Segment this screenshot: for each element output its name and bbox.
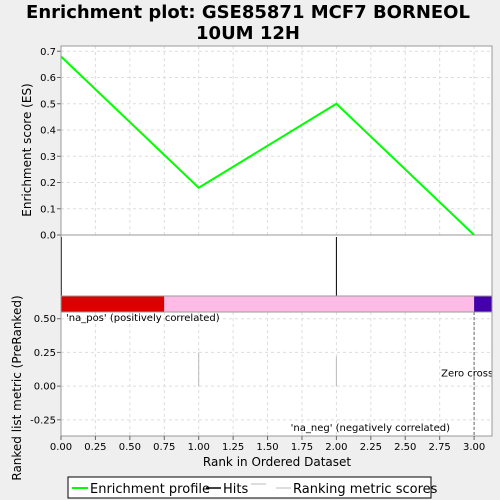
- x-tick-label: 3.00: [463, 442, 485, 453]
- chart-title-line-1: Enrichment plot: GSE85871 MCF7 BORNEOL: [26, 2, 470, 23]
- top-y-tick-label: 0.2: [40, 178, 56, 189]
- bottom-y-tick-label: -0.25: [30, 415, 56, 426]
- rank-color-bar: [61, 296, 492, 312]
- x-tick-label: 2.75: [429, 442, 451, 453]
- positive-correlation-label: 'na_pos' (positively correlated): [66, 313, 220, 324]
- x-tick-label: 0.25: [84, 442, 106, 453]
- top-panel-y-ticks: 0.0 0.1 0.2 0.3 0.4 0.5 0.6 0.7: [40, 47, 61, 242]
- top-panel-y-axis-title: Enrichment score (ES): [20, 83, 34, 216]
- x-axis-title: Rank in Ordered Dataset: [203, 455, 351, 469]
- top-y-tick-label: 0.5: [40, 99, 56, 110]
- top-y-tick-label: 0.6: [40, 73, 56, 84]
- x-tick-label: 1.00: [188, 442, 210, 453]
- x-tick-label: 2.00: [325, 442, 347, 453]
- top-y-tick-label: 0.0: [40, 231, 56, 242]
- x-tick-label: 0.00: [50, 442, 72, 453]
- top-y-tick-label: 0.3: [40, 152, 56, 163]
- chart-title-line-2: 10UM 12H: [196, 23, 300, 44]
- hits-plot-area: [61, 235, 492, 296]
- legend-label-enrichment-profile: Enrichment profile: [90, 482, 210, 497]
- color-bar-pink-segment: [164, 296, 474, 312]
- bottom-plot-area: [61, 312, 492, 436]
- color-bar-red-segment: [61, 296, 164, 312]
- negative-correlation-label: 'na_neg' (negatively correlated): [291, 423, 450, 434]
- top-y-tick-label: 0.7: [40, 47, 56, 58]
- bottom-panel-y-ticks: 0.50 0.25 0.00 -0.25: [30, 314, 61, 426]
- x-axis-ticks: 0.00 0.25 0.50 0.75 1.00 1.25 1.50 1.75 2.00 2.25…: [50, 436, 485, 453]
- legend-label-hits: Hits: [223, 482, 248, 497]
- x-tick-label: 0.75: [153, 442, 175, 453]
- bottom-y-tick-label: 0.25: [34, 348, 56, 359]
- bottom-y-tick-label: 0.00: [34, 382, 56, 393]
- x-tick-label: 2.50: [394, 442, 416, 453]
- bottom-y-tick-label: 0.50: [34, 314, 56, 325]
- top-y-tick-label: 0.1: [40, 204, 56, 215]
- bottom-panel-y-axis-title: Ranked list metric (PreRanked): [10, 295, 24, 480]
- x-tick-label: 0.50: [119, 442, 141, 453]
- x-tick-label: 1.75: [291, 442, 313, 453]
- x-tick-label: 1.25: [222, 442, 244, 453]
- x-tick-label: 2.25: [360, 442, 382, 453]
- top-y-tick-label: 0.4: [40, 126, 56, 137]
- color-bar-blue-segment: [474, 296, 492, 312]
- legend-label-ranking-metric-scores: Ranking metric scores: [293, 482, 438, 497]
- zero-cross-label: Zero cross at 3: [441, 369, 500, 380]
- x-tick-label: 1.50: [256, 442, 278, 453]
